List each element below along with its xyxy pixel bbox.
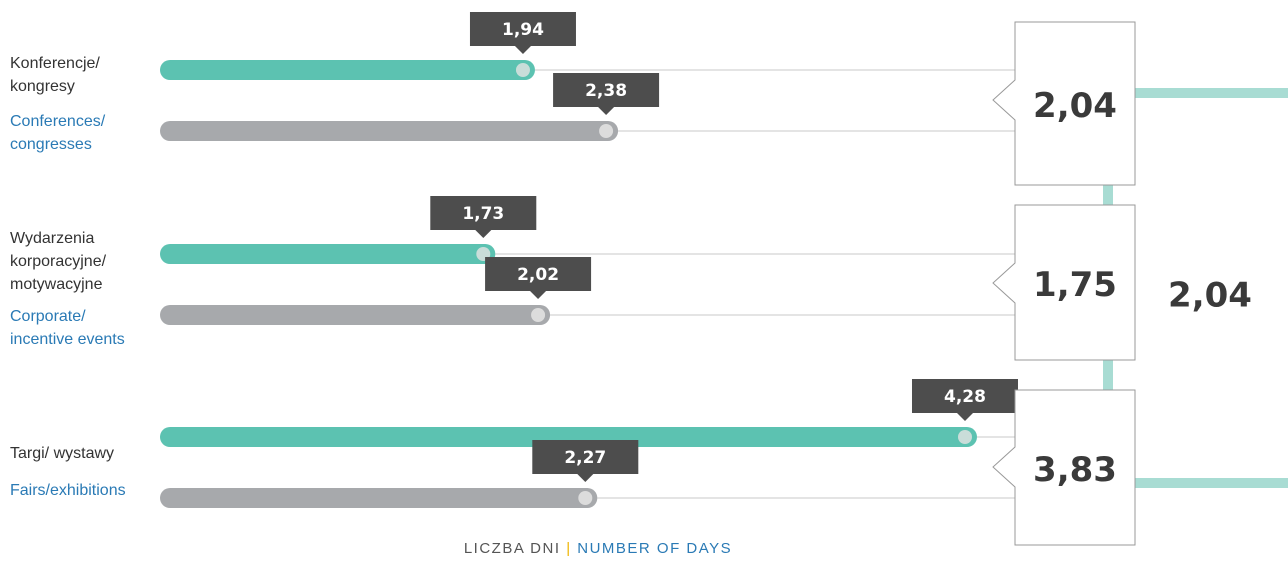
bar	[160, 427, 977, 447]
value-label-pointer	[577, 474, 594, 482]
value-label-pointer	[956, 413, 973, 421]
axis-label-separator: |	[566, 540, 572, 557]
value-label-pointer	[598, 107, 615, 115]
value-label-pointer	[514, 46, 531, 54]
category-label-en: Corporate/ incentive events	[10, 308, 125, 348]
average-label: 3,83	[1033, 450, 1117, 490]
category-label: Wydarzenia korporacyjne/ motywacyjne	[10, 230, 107, 293]
axis-label: LICZBA DNI | NUMBER OF DAYS	[0, 540, 1196, 557]
bar	[160, 488, 598, 508]
category-label-en: Conferences/ congresses	[10, 113, 106, 153]
category-label: Konferencje/ kongresy	[10, 55, 100, 95]
bar-dot	[578, 491, 593, 505]
value-label: 4,28	[944, 387, 986, 407]
value-label-box	[553, 73, 660, 107]
bar-dot	[515, 63, 530, 77]
value-label: 2,38	[585, 81, 627, 101]
bar-dot	[531, 308, 546, 322]
value-label: 2,27	[564, 448, 606, 468]
average-box	[992, 204, 1136, 361]
value-label: 2,02	[517, 265, 559, 285]
average-box	[992, 21, 1136, 186]
value-label: 1,94	[502, 20, 544, 40]
value-label-box	[532, 440, 639, 474]
category-label-en: Fairs/exhibitions	[10, 482, 126, 499]
value-label-pointer	[475, 230, 492, 238]
bar-dot	[957, 430, 972, 444]
value-label-box	[430, 196, 537, 230]
value-label: 1,73	[462, 204, 504, 224]
bar	[160, 244, 496, 264]
average-label: 2,04	[1033, 86, 1117, 126]
axis-label-pl: LICZBA DNI	[463, 540, 561, 557]
average-box	[992, 389, 1136, 546]
overall-label: 2,04	[1168, 276, 1252, 316]
category-label: Targi/ wystawy	[10, 445, 115, 462]
average-label: 1,75	[1033, 265, 1117, 305]
bar	[160, 60, 535, 80]
axis-label-en: NUMBER OF DAYS	[577, 540, 733, 557]
value-label-box	[911, 379, 1018, 413]
value-label-pointer	[530, 291, 547, 299]
overall-average: 2,04	[1168, 276, 1252, 316]
bar-dot	[599, 124, 614, 138]
value-label-box	[469, 12, 576, 46]
bar	[160, 121, 619, 141]
value-label-box	[485, 257, 592, 291]
bar	[160, 305, 551, 325]
